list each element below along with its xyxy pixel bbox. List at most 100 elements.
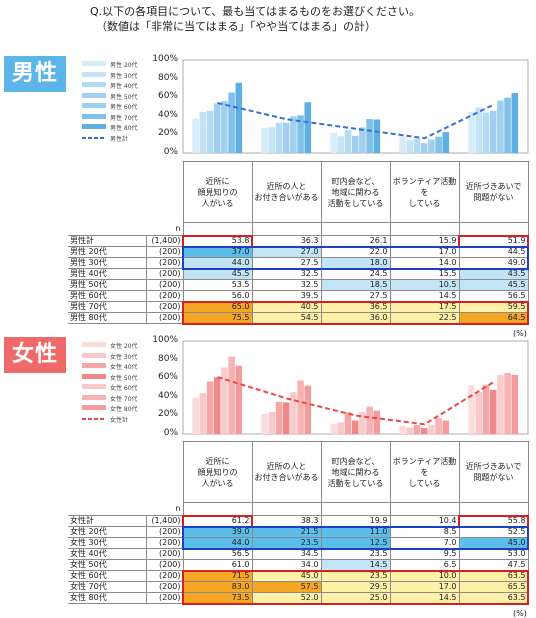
bar bbox=[297, 115, 304, 153]
bar bbox=[199, 112, 207, 153]
column-header: 町内会など、 地域に関わる 活動をしている bbox=[320, 441, 391, 503]
bar bbox=[330, 423, 337, 434]
table-row: 女性 30代 (200) 44.0 23.5 12.5 7.0 45.0 bbox=[68, 537, 529, 549]
legend-swatch bbox=[82, 113, 106, 119]
value-cell: 11.0 bbox=[320, 526, 391, 538]
bar bbox=[497, 100, 504, 153]
value-cell: 23.5 bbox=[251, 537, 322, 549]
bar bbox=[344, 412, 352, 434]
row-label: 女性 80代 bbox=[68, 592, 147, 604]
value-cell: 29.5 bbox=[320, 581, 391, 593]
legend-swatch bbox=[82, 103, 106, 108]
bar bbox=[192, 118, 199, 153]
row-label: 女性 50代 bbox=[68, 559, 147, 571]
value-cell: 34.0 bbox=[251, 559, 322, 571]
row-label: 男性 80代 bbox=[68, 312, 147, 324]
n-header: n bbox=[175, 223, 181, 233]
value-cell: 47.5 bbox=[458, 559, 529, 571]
bar bbox=[268, 127, 276, 153]
bar bbox=[399, 426, 406, 434]
legend-label: 男性 20代 bbox=[110, 62, 138, 69]
bar bbox=[261, 414, 268, 434]
bar bbox=[413, 138, 421, 153]
column-header: 近所づきあいで 問題がない bbox=[458, 161, 529, 223]
bar bbox=[482, 112, 490, 153]
value-cell: 52.0 bbox=[251, 592, 322, 604]
table-row: 女性 50代 (200) 61.0 34.0 14.5 6.5 47.5 bbox=[68, 559, 529, 571]
column-header: 近所の人と お付き合いがある bbox=[251, 441, 322, 503]
legend-label: 女性 80代 bbox=[110, 406, 138, 413]
row-n: (200) bbox=[145, 268, 184, 280]
male-badge: 男性 bbox=[4, 56, 66, 92]
bar bbox=[337, 136, 345, 153]
bar bbox=[235, 82, 243, 153]
blank-header bbox=[68, 441, 184, 503]
legend-label: 女性 50代 bbox=[110, 374, 138, 382]
bar bbox=[475, 107, 483, 153]
y-tick-label: 100% bbox=[152, 335, 178, 345]
legend-swatch bbox=[82, 61, 106, 66]
y-tick-label: 20% bbox=[157, 409, 178, 420]
bar bbox=[304, 102, 312, 153]
table-row: 女性 70代 (200) 83.0 57.5 29.5 17.0 65.5 bbox=[68, 581, 529, 593]
value-cell: 73.5 bbox=[182, 592, 253, 604]
male-data-table: 近所に 顔見知りの 人がいる 近所の人と お付き合いがある 町内会など、 地域に関わ… bbox=[68, 161, 529, 324]
value-cell: 9.5 bbox=[389, 548, 460, 560]
bar bbox=[213, 377, 221, 434]
row-n: (200) bbox=[145, 537, 184, 549]
bar bbox=[228, 92, 235, 153]
column-header: ボランティア活動を している bbox=[389, 441, 460, 503]
bar bbox=[275, 401, 283, 434]
y-tick-label: 100% bbox=[152, 54, 178, 64]
table-row: 女性計 (1,400) 61.2 38.3 19.9 10.4 55.8 bbox=[68, 515, 529, 527]
value-cell: 61.0 bbox=[182, 559, 253, 571]
value-cell: 65.5 bbox=[458, 581, 529, 593]
value-cell: 17.0 bbox=[389, 581, 460, 593]
bar bbox=[504, 97, 511, 153]
bar bbox=[268, 412, 276, 434]
row-n: (200) bbox=[145, 548, 184, 560]
bar bbox=[482, 384, 490, 434]
value-cell: 25.0 bbox=[320, 592, 391, 604]
legend-label: 女性計 bbox=[110, 416, 129, 424]
value-cell: 14.5 bbox=[389, 592, 460, 604]
bar bbox=[366, 406, 373, 434]
legend-swatch bbox=[82, 342, 106, 347]
legend-label: 女性 40代 bbox=[110, 364, 138, 371]
bar bbox=[420, 143, 428, 153]
value-cell: 19.9 bbox=[320, 515, 391, 527]
female-badge: 女性 bbox=[4, 337, 66, 373]
value-cell: 8.5 bbox=[389, 526, 460, 538]
value-cell: 56.5 bbox=[182, 548, 253, 560]
value-cell: 6.5 bbox=[389, 559, 460, 571]
legend-swatch bbox=[82, 352, 106, 358]
bar bbox=[511, 93, 519, 153]
question-text: Q.以下の各項目について、最も当てはまるものをお選びください。 （数値は「非常に当… bbox=[90, 4, 420, 34]
bar bbox=[435, 418, 442, 434]
bar bbox=[235, 365, 243, 434]
legend-swatch bbox=[82, 405, 106, 410]
table-row: 女性 40代 (200) 56.5 34.5 23.5 9.5 53.0 bbox=[68, 548, 529, 560]
bar bbox=[399, 137, 406, 153]
table-row: 男性 40代 (200) 45.5 32.5 24.5 15.5 43.5 bbox=[68, 268, 529, 280]
legend-label: 男性 80代 bbox=[110, 125, 138, 132]
bar bbox=[489, 389, 497, 434]
table-row: 女性 60代 (200) 71.5 45.0 23.5 10.0 63.5 bbox=[68, 570, 529, 582]
y-tick-label: 60% bbox=[157, 91, 178, 102]
bar bbox=[206, 381, 214, 434]
bar bbox=[290, 392, 297, 434]
table-row: 女性 80代 (200) 73.5 52.0 25.0 14.5 63.5 bbox=[68, 592, 529, 604]
bar bbox=[420, 427, 428, 434]
bar bbox=[413, 425, 421, 434]
bar bbox=[261, 127, 268, 153]
value-cell: 57.5 bbox=[251, 581, 322, 593]
y-tick-label: 80% bbox=[157, 353, 178, 364]
legend-swatch bbox=[82, 124, 106, 129]
blank-header bbox=[68, 161, 184, 223]
table-row: 女性 20代 (200) 39.0 21.5 11.0 8.5 52.5 bbox=[68, 526, 529, 538]
bar bbox=[373, 410, 381, 434]
row-label: 女性 30代 bbox=[68, 537, 147, 549]
value-cell: 61.2 bbox=[182, 515, 253, 527]
bar bbox=[428, 139, 435, 153]
table-row: 男性 70代 (200) 65.0 40.5 36.5 17.5 59.5 bbox=[68, 301, 529, 313]
